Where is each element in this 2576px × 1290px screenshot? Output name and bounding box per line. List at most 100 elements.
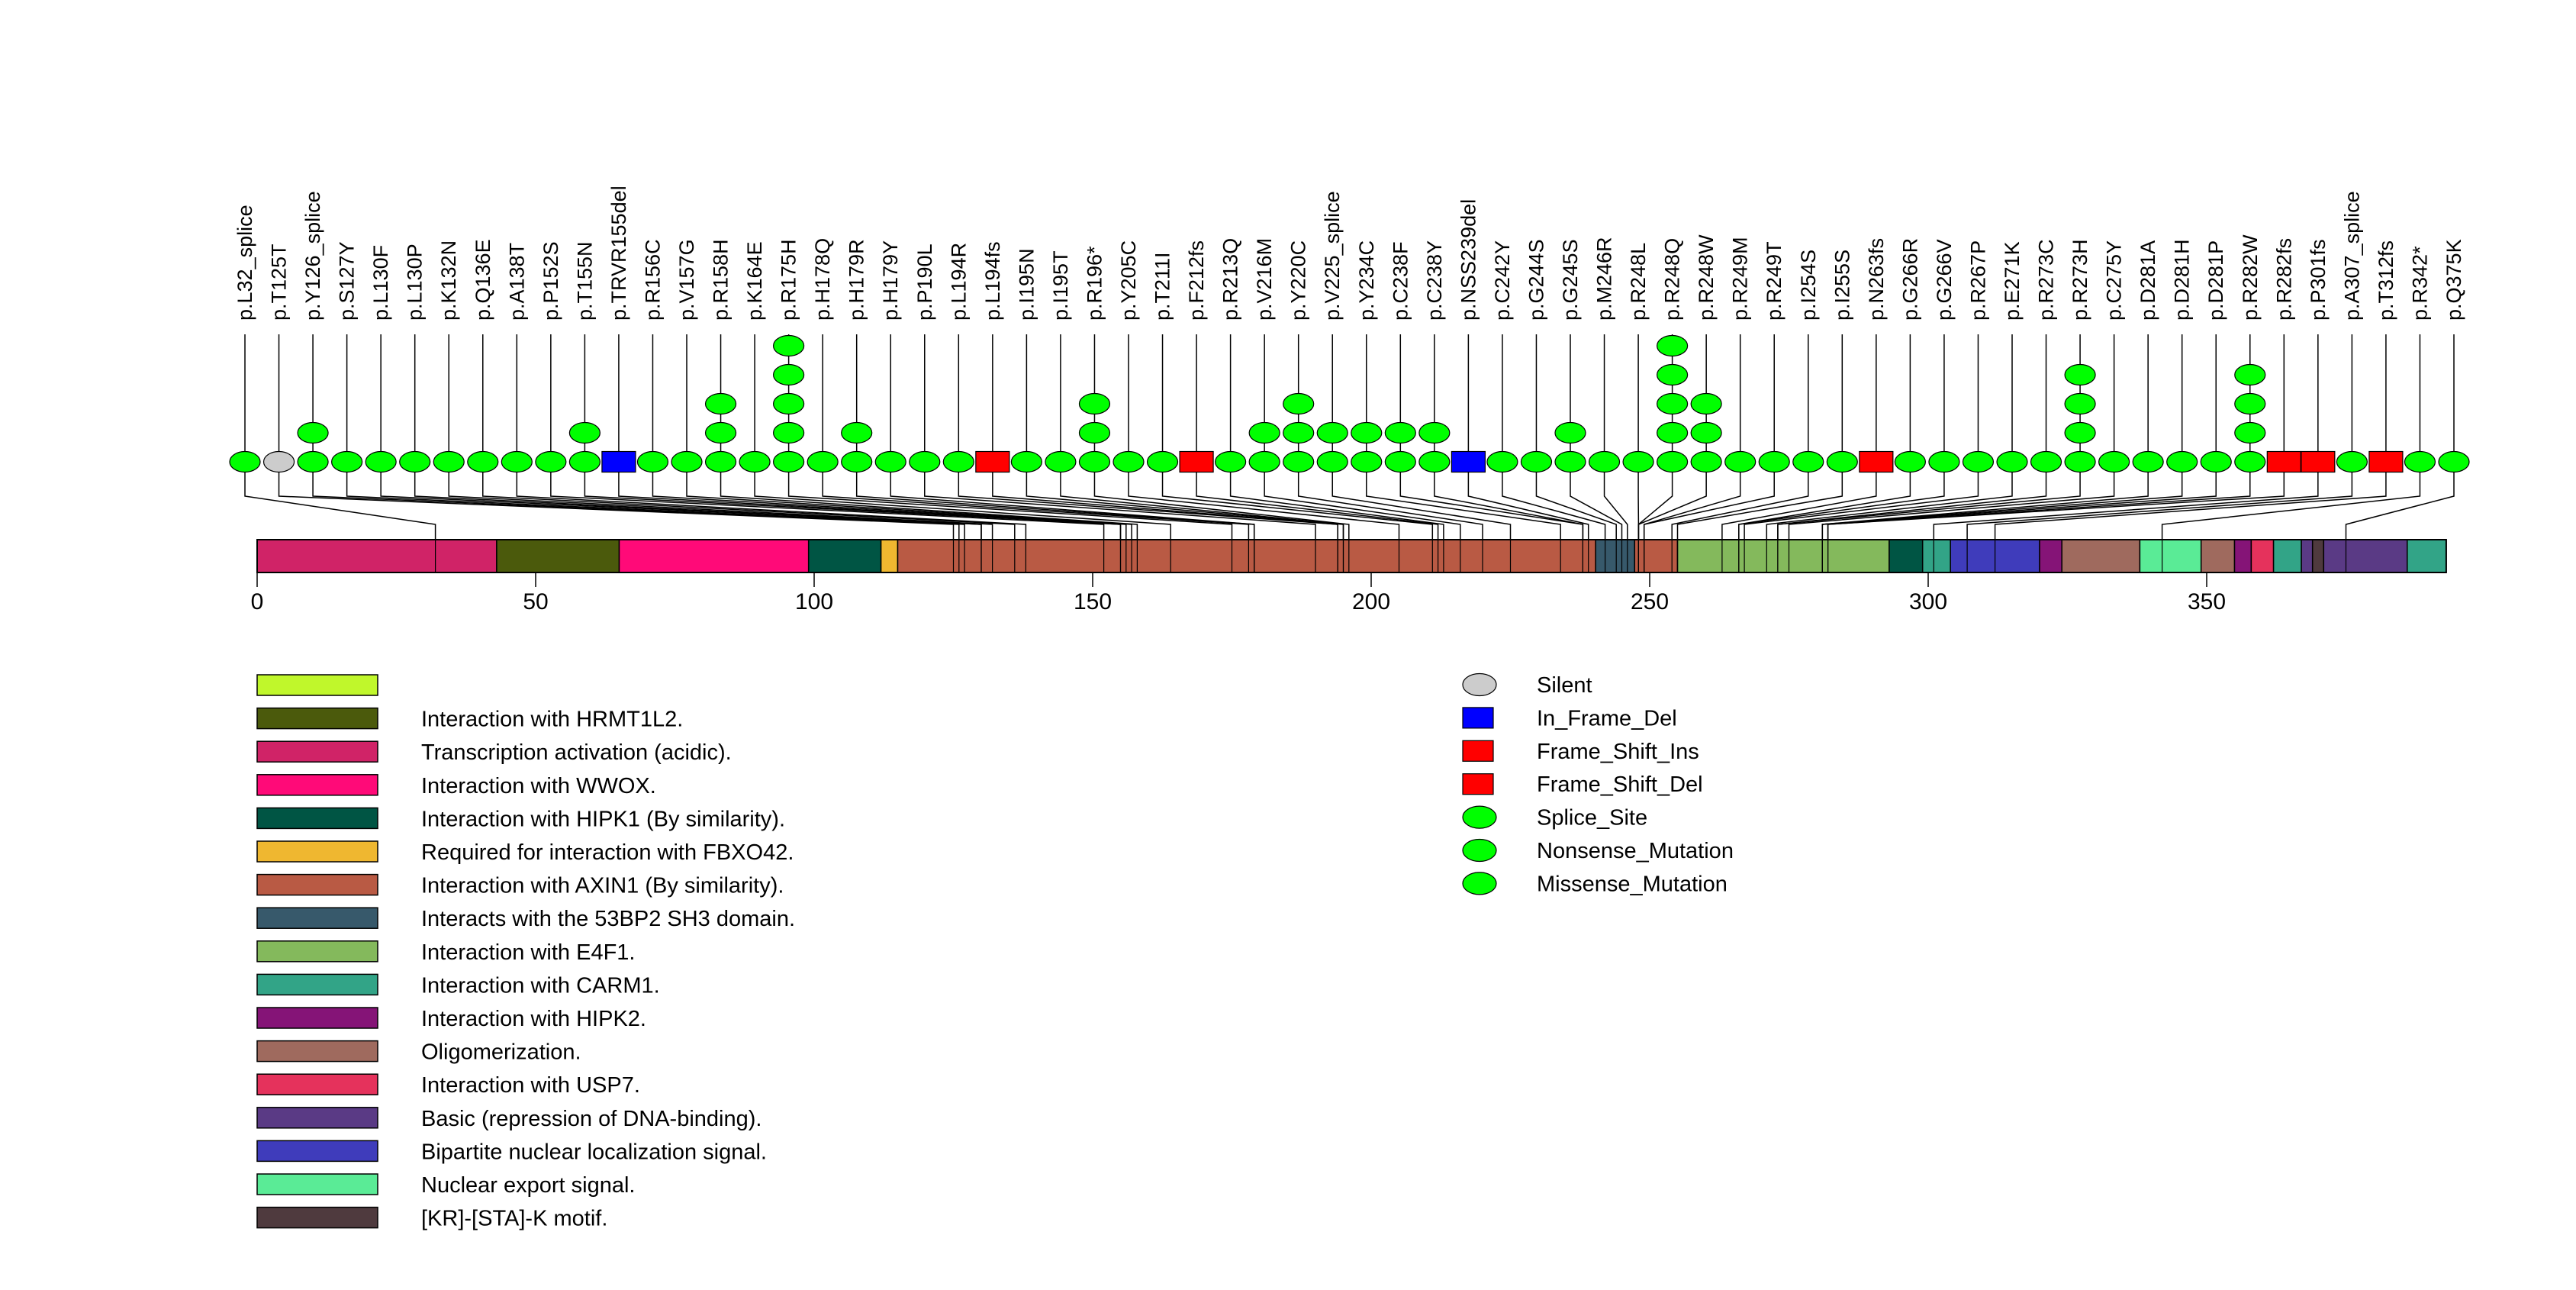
legend-label: Nonsense_Mutation [1537, 839, 1734, 863]
mutation-label: p.A138T [505, 243, 528, 321]
legend-label: Interaction with USP7. [421, 1073, 640, 1098]
mutation-connector [1399, 462, 1584, 540]
mutation-marker [1690, 450, 1722, 473]
mutation-label: p.V157G [675, 239, 698, 321]
mutation-label: p.I195N [1015, 248, 1038, 321]
mutation-label: p.R175H [778, 239, 800, 321]
mutation-label: p.C238Y [1423, 240, 1446, 321]
protein-domain [2200, 539, 2236, 573]
mutation-marker [467, 450, 499, 473]
mutation-markers [229, 334, 2470, 473]
mutation-marker [1045, 450, 1077, 473]
mutation-marker [1351, 421, 1383, 444]
mutation-connector [618, 462, 1122, 540]
mutation-label: p.T125T [268, 243, 291, 321]
mutation-label: p.G245S [1559, 239, 1582, 321]
mutation-connector [1788, 462, 2115, 540]
mutation-connector [1331, 462, 1512, 540]
legend-label: Splice_Site [1537, 806, 1647, 830]
mutation-marker [2234, 450, 2266, 473]
mutation-connector [1738, 462, 1911, 540]
protein-domain [1634, 539, 1679, 573]
mutation-marker [671, 450, 703, 473]
legend-swatch [256, 740, 378, 763]
mutation-label: p.P152S [539, 241, 562, 321]
mutation-marker [1928, 450, 1960, 473]
mutation-connector [1637, 462, 1707, 540]
mutation-marker [1520, 450, 1553, 473]
mutation-connector [346, 462, 965, 540]
legend-marker [1462, 838, 1497, 863]
mutation-label: p.H179Y [879, 240, 902, 321]
mutation-label: p.I195T [1049, 250, 1072, 321]
mutation-label: p.R249M [1729, 237, 1752, 321]
mutation-labels: p.L32_splice p.T125T p.Y126_splice p.S127Y p… [233, 185, 2465, 321]
mutation-label: p.R248W [1695, 234, 1718, 321]
mutation-connector [924, 462, 1316, 540]
mutation-connector [1297, 462, 1483, 540]
mutation-connector [1766, 462, 2013, 540]
protein-domain [2301, 539, 2314, 573]
mutation-marker [2064, 450, 2096, 473]
mutation-marker [739, 450, 771, 473]
mutation-label: p.D281P [2204, 240, 2227, 321]
legend-label: Bipartite nuclear localization signal. [421, 1140, 767, 1164]
protein-domain [1676, 539, 1890, 573]
mutation-marker [501, 450, 533, 473]
mutation-marker [1384, 421, 1416, 444]
protein-domain [2233, 539, 2252, 573]
mutation-marker [773, 450, 805, 473]
mutation-marker [2301, 450, 2336, 473]
mutation-connector [958, 462, 1338, 540]
protein-domain [256, 539, 497, 573]
mutation-connector [1570, 462, 1623, 540]
protein-domain [1595, 539, 1636, 573]
legend-swatch [256, 840, 378, 863]
mutation-connector [1643, 462, 1741, 540]
mutation-marker [874, 450, 906, 473]
mutation-label: p.P190L [913, 243, 936, 321]
mutation-label: p.P301fs [2307, 239, 2330, 321]
mutation-connector [1366, 462, 1561, 540]
legend-swatch [256, 907, 378, 929]
mutation-connector [686, 462, 1132, 540]
legend-swatch [256, 873, 378, 896]
mutation-marker [773, 363, 805, 386]
legend-swatch [256, 674, 378, 696]
mutation-connector [1060, 462, 1344, 540]
protein-domain [1921, 539, 1951, 573]
legend-swatch [256, 1173, 378, 1195]
protein-domain [2039, 539, 2062, 573]
mutation-marker [1894, 450, 1926, 473]
mutation-marker [1384, 450, 1416, 473]
mutation-marker [704, 421, 737, 444]
protein-domain [880, 539, 899, 573]
legend-swatch [256, 1140, 378, 1163]
mutation-label: p.R196* [1083, 246, 1106, 321]
mutation-marker [704, 392, 737, 415]
mutation-label: p.A307_splice [2340, 191, 2363, 321]
mutation-label: p.L194fs [981, 241, 1004, 321]
mutation-connector [1093, 462, 1350, 540]
mutation-marker [2368, 450, 2404, 473]
mutation-marker [262, 450, 295, 473]
mutation-marker [975, 450, 1010, 473]
mutation-marker [1418, 450, 1451, 473]
mutation-label: p.Q136E [472, 239, 494, 321]
axis-tick-label: 350 [2188, 589, 2226, 614]
legend-marker [1462, 872, 1497, 895]
mutation-marker [365, 450, 397, 473]
mutation-label: p.N263fs [1865, 238, 1888, 321]
mutation-marker [1554, 421, 1586, 444]
mutation-label: p.R273C [2035, 239, 2058, 321]
mutation-connector [1467, 462, 1589, 540]
mutation-marker [1215, 450, 1247, 473]
legend-label: Interaction with HIPK2. [421, 1007, 646, 1031]
mutation-marker [1283, 450, 1315, 473]
legend-marker [1462, 773, 1494, 795]
mutation-marker [2166, 450, 2198, 473]
mutation-label: p.I255S [1831, 250, 1853, 321]
mutation-marker [1078, 421, 1111, 444]
legend-swatch [256, 1107, 378, 1129]
mutation-label: p.M246R [1593, 237, 1616, 321]
